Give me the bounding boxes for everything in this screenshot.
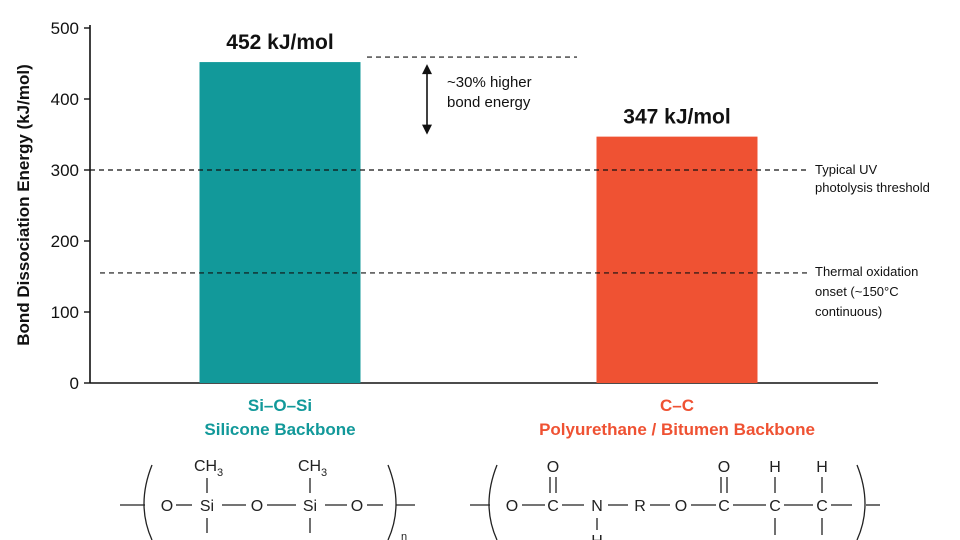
svg-text:O: O xyxy=(351,498,363,515)
y-tick-label-5: 500 xyxy=(51,19,79,38)
y-tick-label-4: 400 xyxy=(51,90,79,109)
bars: 452 kJ/mol 347 kJ/mol xyxy=(199,31,758,384)
svg-text:O: O xyxy=(718,459,730,476)
svg-text:C: C xyxy=(718,498,730,515)
y-tick-label-3: 300 xyxy=(51,161,79,180)
category-subtitle-cc: Polyurethane / Bitumen Backbone xyxy=(539,420,815,439)
svg-text:C: C xyxy=(769,498,781,515)
svg-text:O: O xyxy=(547,459,559,476)
svg-text:Si: Si xyxy=(303,498,317,515)
data-label-1: 347 kJ/mol xyxy=(623,106,730,129)
svg-text:CH: CH xyxy=(194,458,217,475)
y-ticks: 0 100 200 300 400 500 xyxy=(51,19,90,393)
y-tick-label-0: 0 xyxy=(70,374,79,393)
polyurethane-structure: O C O N H R O C O C H C H xyxy=(470,459,880,540)
comparison-annotation: ~30% higher bond energy xyxy=(447,74,536,111)
svg-text:O: O xyxy=(675,498,687,515)
bar-0 xyxy=(199,62,361,384)
svg-text:N: N xyxy=(591,498,603,515)
y-axis-label: Bond Dissociation Energy (kJ/mol) xyxy=(14,64,33,346)
data-label-0: 452 kJ/mol xyxy=(226,31,333,54)
category-subtitle-silicone: Silicone Backbone xyxy=(204,420,355,439)
svg-text:H: H xyxy=(591,533,603,540)
thermal-onset-label: Thermal oxidation onset (~150°C continuo… xyxy=(815,264,922,319)
svg-text:CH: CH xyxy=(298,458,321,475)
svg-text:C: C xyxy=(816,498,828,515)
category-label-cc: C–C xyxy=(660,396,694,415)
svg-text:O: O xyxy=(161,498,173,515)
y-tick-label-1: 100 xyxy=(51,303,79,322)
svg-text:R: R xyxy=(634,498,646,515)
svg-text:3: 3 xyxy=(217,467,223,479)
category-label-silicone: Si–O–Si xyxy=(248,396,312,415)
silicone-structure: O Si CH 3 O Si CH 3 O n xyxy=(120,458,415,540)
svg-text:3: 3 xyxy=(321,467,327,479)
y-tick-label-2: 200 xyxy=(51,232,79,251)
bar-1 xyxy=(596,136,758,383)
svg-text:O: O xyxy=(251,498,263,515)
uv-threshold-label: Typical UV photolysis threshold xyxy=(815,162,930,195)
svg-text:Si: Si xyxy=(200,498,214,515)
svg-text:C: C xyxy=(547,498,559,515)
svg-text:H: H xyxy=(769,459,781,476)
comparison-arrow-icon xyxy=(422,64,432,135)
svg-text:H: H xyxy=(816,459,828,476)
svg-text:O: O xyxy=(506,498,518,515)
svg-text:n: n xyxy=(401,531,407,540)
